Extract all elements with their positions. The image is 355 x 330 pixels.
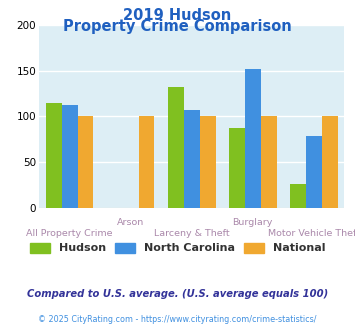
Bar	[138, 116, 154, 208]
Bar	[245, 69, 261, 208]
Text: Compared to U.S. average. (U.S. average equals 100): Compared to U.S. average. (U.S. average …	[27, 289, 328, 299]
Text: Motor Vehicle Theft: Motor Vehicle Theft	[268, 229, 355, 238]
Text: Property Crime Comparison: Property Crime Comparison	[63, 19, 292, 34]
Legend: Hudson, North Carolina, National: Hudson, North Carolina, National	[30, 243, 325, 253]
Bar	[168, 87, 184, 208]
Text: Larceny & Theft: Larceny & Theft	[154, 229, 230, 238]
Text: All Property Crime: All Property Crime	[26, 229, 113, 238]
Text: © 2025 CityRating.com - https://www.cityrating.com/crime-statistics/: © 2025 CityRating.com - https://www.city…	[38, 315, 317, 324]
Bar	[62, 105, 77, 208]
Bar	[290, 184, 306, 208]
Bar	[184, 110, 200, 208]
Text: Arson: Arson	[117, 218, 144, 227]
Bar	[261, 116, 277, 208]
Text: 2019 Hudson: 2019 Hudson	[124, 8, 231, 23]
Bar	[77, 116, 93, 208]
Bar	[229, 128, 245, 208]
Bar	[306, 137, 322, 208]
Bar	[200, 116, 215, 208]
Bar	[46, 103, 62, 208]
Text: Burglary: Burglary	[233, 218, 273, 227]
Bar	[322, 116, 338, 208]
